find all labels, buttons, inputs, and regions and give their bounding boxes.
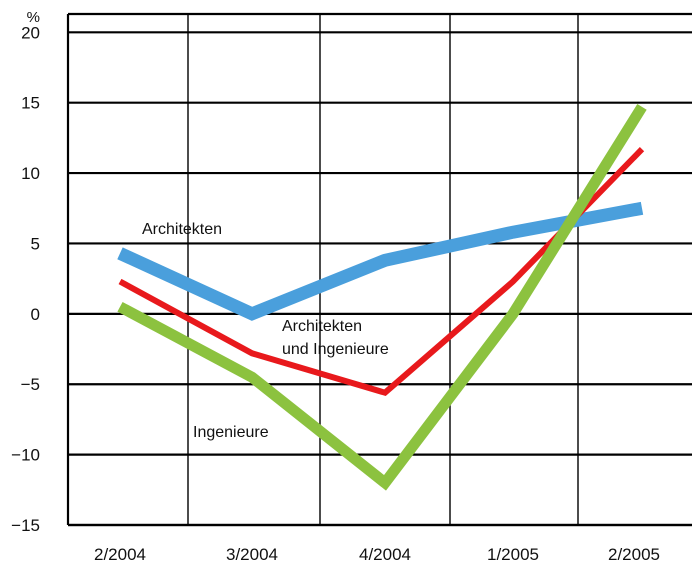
annotation-architekten-und-ingenieure-line2: und Ingenieure: [282, 341, 389, 358]
y-tick-label: 0: [31, 305, 40, 324]
y-tick-label: −10: [11, 446, 40, 465]
x-tick-label: 2/2004: [94, 545, 146, 564]
y-tick-label: 20: [21, 23, 40, 42]
annotation-ingenieure: Ingenieure: [193, 424, 269, 441]
series-lines: [117, 103, 647, 491]
series-line-ingenieure: [117, 103, 647, 491]
annotation-architekten-und-ingenieure-line1: Architekten: [282, 318, 362, 335]
y-tick-label: −5: [21, 375, 40, 394]
grid: [66, 12, 692, 527]
y-tick-label: −15: [11, 516, 40, 535]
annotation-architekten: Architekten: [142, 221, 222, 238]
x-tick-label: 1/2005: [487, 545, 539, 564]
series-line-architekten: [117, 201, 644, 321]
y-axis-ticks: 20 15 10 5 0 −5 −10 −15: [11, 23, 40, 535]
x-tick-label: 2/2005: [608, 545, 660, 564]
y-tick-label: 10: [21, 164, 40, 183]
x-axis-ticks: 2/2004 3/2004 4/2004 1/2005 2/2005: [94, 545, 660, 564]
x-tick-label: 4/2004: [359, 545, 411, 564]
y-tick-label: 15: [21, 94, 40, 113]
y-tick-label: 5: [31, 234, 40, 253]
y-axis-unit-label: %: [27, 9, 40, 26]
x-tick-label: 3/2004: [226, 545, 278, 564]
